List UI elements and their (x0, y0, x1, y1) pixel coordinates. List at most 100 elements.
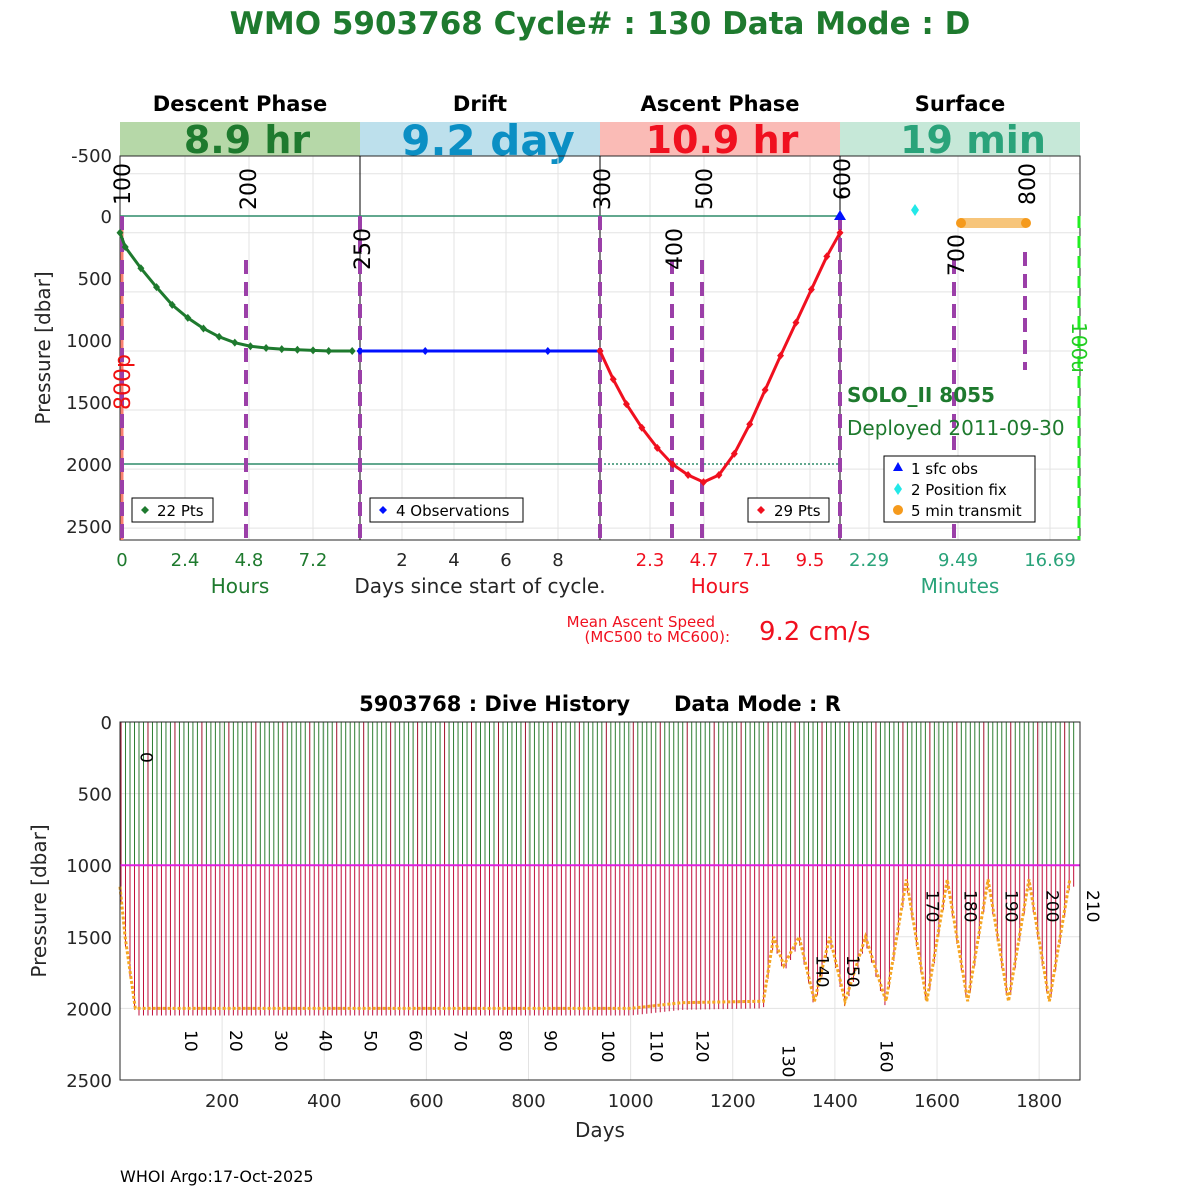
profile-pressure-line (118, 879, 1072, 1010)
cycle-label: 150 (842, 955, 862, 987)
ascent-speed-label-1: Mean Ascent Speed (567, 613, 715, 631)
ascent-x-ticks: 2.3 4.7 7.1 9.5 (636, 550, 825, 571)
ascent-profile-point (669, 460, 677, 469)
mc200-label: 200 (237, 168, 262, 210)
bottom-y-tick: 500 (78, 785, 112, 806)
descent-profile-point (278, 345, 286, 354)
ascent-legend-text: 29 Pts (774, 502, 821, 520)
bottom-x-tick: 1000 (608, 1091, 654, 1112)
transmit-end-dot (1021, 218, 1031, 228)
ascent-profile-point (807, 285, 815, 294)
ascent-profile-point (699, 478, 707, 487)
ascent-x-tick: 7.1 (743, 550, 772, 571)
descent-profile-point (199, 324, 207, 333)
ascent-profile-point (746, 420, 754, 429)
footer-credit: WHOI Argo:17-Oct-2025 (120, 1167, 314, 1186)
mc400-label: 400 (663, 228, 688, 270)
ascent-profile-point (653, 443, 661, 452)
surface-duration-box (840, 122, 1080, 156)
surface-legend-fix: 2 Position fix (911, 481, 1007, 499)
drift-x-tick: 6 (500, 550, 511, 571)
bottom-x-tick: 600 (409, 1091, 443, 1112)
descent-profile-point (262, 344, 270, 352)
cycle-label: 180 (960, 890, 980, 922)
top-y-tick: 0 (101, 207, 112, 228)
descent-x-tick: 7.2 (299, 550, 328, 571)
surface-x-tick: 9.49 (938, 550, 978, 571)
surface-x-tick: 16.69 (1024, 550, 1076, 571)
bottom-axis-ticks: 200 400 600 800 1000 1200 1400 1600 180005001000… (66, 713, 1062, 1112)
ascent-legend-marker (757, 506, 765, 514)
cycle-label: 210 (1082, 890, 1102, 922)
descent-profile-point (309, 346, 317, 355)
cycle-label: 90 (539, 1030, 559, 1052)
ascent-profile-line (598, 232, 842, 484)
descent-profile-point (121, 242, 129, 251)
transmit-start-dot (956, 218, 966, 228)
surface-legend (883, 455, 1036, 523)
ascent-profile-point (638, 423, 646, 432)
drift-x-tick: 2 (396, 550, 407, 571)
top-y-ticks: -500 0 500 1000 1500 2000 2500 (66, 146, 112, 538)
surface-legend-fix-icon (894, 483, 902, 495)
cycle-label: 170 (921, 890, 941, 922)
drift-legend (369, 497, 524, 523)
ascent-profile-point (715, 471, 723, 480)
top-y-axis-label: Pressure [dbar] (31, 271, 55, 424)
position-fix-marker (911, 204, 919, 216)
bottom-x-tick: 200 (205, 1091, 239, 1112)
bottom-x-tick: 800 (511, 1091, 545, 1112)
ascent-profile-point (777, 351, 785, 360)
descent-x-label: Hours (211, 574, 270, 598)
drift-legend-text: 4 Observations (396, 502, 510, 520)
surface-legend-transmit-icon (893, 505, 903, 515)
bottom-x-axis-label: Days (575, 1118, 625, 1142)
deployment-date: Deployed 2011-09-30 (847, 416, 1065, 440)
top-y-tick: -500 (71, 146, 112, 167)
ascent-profile-point (622, 400, 630, 409)
figure-title: WMO 5903768 Cycle# : 130 Data Mode : D (230, 6, 971, 42)
mc600-label: 600 (831, 158, 856, 200)
park-800p-label: 800p (111, 354, 136, 410)
cycle-label: 80 (494, 1030, 514, 1052)
dive-history-plot (118, 722, 1080, 1016)
descent-x-ticks: 0 2.4 4.8 7.2 (116, 550, 327, 571)
cycle-label: 30 (270, 1030, 290, 1052)
ascent-profile-point (761, 385, 769, 394)
descent-profile-point (325, 346, 333, 355)
ascent-profile-point (792, 318, 800, 327)
drift-duration: 9.2 day (401, 116, 575, 165)
top-y-tick: 1500 (66, 393, 112, 414)
ascent-x-tick: 4.7 (690, 550, 719, 571)
descent-legend-text: 22 Pts (157, 502, 204, 520)
dive-history-title: 5903768 : Dive History Data Mode : R (359, 692, 841, 716)
descent-profile-point (116, 228, 124, 237)
descent-x-tick: 2.4 (171, 550, 200, 571)
descent-profile-point (215, 332, 223, 341)
bottom-x-tick: 1400 (812, 1091, 858, 1112)
drift-legend-marker (379, 506, 387, 514)
descent-duration: 8.9 hr (184, 118, 311, 162)
cycle-label: 50 (360, 1030, 380, 1052)
surface-legend-obs: 1 sfc obs (911, 460, 978, 478)
cycle-label: 120 (692, 1030, 712, 1062)
surface-x-label: Minutes (921, 574, 1000, 598)
drift-duration-box (360, 122, 600, 156)
cycle-label: 160 (875, 1040, 895, 1072)
descent-profile-point (153, 283, 161, 292)
descent-profile-point (231, 338, 239, 347)
bottom-x-tick: 1200 (710, 1091, 756, 1112)
mission-code-markers (120, 216, 1027, 540)
drift-profile-point (356, 346, 364, 355)
ascent-profile-point (836, 228, 844, 237)
ascent-x-tick: 2.3 (636, 550, 665, 571)
surface-legend-obs-icon (893, 462, 903, 471)
surface-legend-transmit: 5 min transmit (911, 502, 1022, 520)
surface-phase-label: Surface (915, 92, 1005, 116)
bottom-x-tick: 1600 (914, 1091, 960, 1112)
cycle-label: 130 (777, 1045, 797, 1077)
top-y-tick: 2000 (66, 455, 112, 476)
cycle-label: 190 (1001, 890, 1021, 922)
ascent-x-tick: 9.5 (796, 550, 825, 571)
u100-label: 100u (1067, 322, 1091, 373)
